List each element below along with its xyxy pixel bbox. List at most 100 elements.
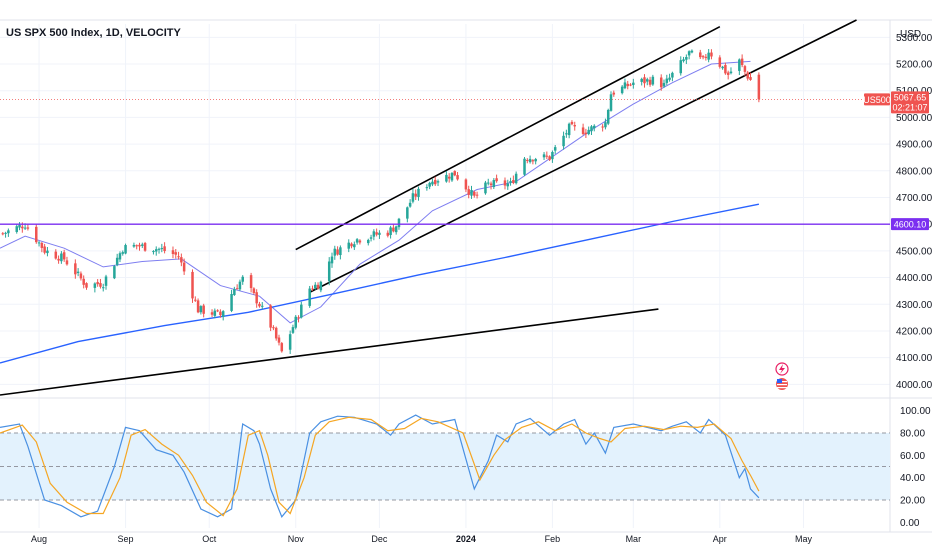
candle-down[interactable]	[456, 172, 459, 181]
candle-down[interactable]	[648, 76, 652, 87]
candle-up[interactable]	[450, 172, 454, 182]
candle-up[interactable]	[425, 184, 429, 191]
candle-down[interactable]	[548, 155, 551, 162]
candle-down[interactable]	[743, 64, 747, 76]
candle-up[interactable]	[738, 58, 741, 76]
candle-up[interactable]	[431, 178, 434, 187]
time-axis-label[interactable]: Dec	[371, 534, 388, 544]
candle-up[interactable]	[486, 178, 490, 186]
candle-down[interactable]	[336, 246, 339, 256]
candle-up[interactable]	[37, 241, 41, 247]
candle-down[interactable]	[65, 256, 69, 266]
trendline[interactable]	[295, 25, 721, 251]
trendline[interactable]	[309, 19, 857, 293]
candle-up[interactable]	[213, 308, 217, 319]
candle-down[interactable]	[54, 249, 58, 260]
candle-down[interactable]	[74, 259, 77, 279]
candle-up[interactable]	[241, 275, 244, 285]
candle-down[interactable]	[699, 49, 702, 60]
candle-up[interactable]	[233, 286, 236, 296]
candle-down[interactable]	[453, 170, 457, 177]
candle-down[interactable]	[171, 246, 175, 259]
candle-down[interactable]	[414, 189, 417, 201]
candle-up[interactable]	[101, 283, 105, 292]
candle-up[interactable]	[15, 223, 18, 234]
candle-down[interactable]	[163, 242, 166, 254]
candle-up[interactable]	[124, 243, 127, 255]
candle-down[interactable]	[235, 284, 239, 290]
candle-down[interactable]	[746, 70, 749, 81]
candle-up[interactable]	[367, 238, 370, 246]
candle-up[interactable]	[291, 324, 295, 334]
currency-label[interactable]: USD	[900, 29, 921, 40]
candle-up[interactable]	[308, 285, 311, 308]
candle-down[interactable]	[570, 120, 574, 126]
candle-up[interactable]	[690, 49, 694, 54]
candle-down[interactable]	[316, 282, 320, 290]
candle-down[interactable]	[573, 121, 576, 131]
candle-up[interactable]	[411, 188, 415, 204]
time-axis-label[interactable]: Feb	[545, 534, 561, 544]
candle-up[interactable]	[288, 330, 292, 354]
candle-down[interactable]	[216, 309, 219, 313]
time-axis-label[interactable]: Sep	[118, 534, 134, 544]
time-axis-label[interactable]: May	[795, 534, 813, 544]
candle-down[interactable]	[274, 326, 278, 341]
candle-down[interactable]	[704, 54, 708, 61]
candle-up[interactable]	[7, 228, 10, 237]
candle-up[interactable]	[707, 49, 710, 63]
candle-down[interactable]	[196, 298, 200, 314]
candle-up[interactable]	[551, 150, 554, 163]
candle-up[interactable]	[4, 231, 7, 238]
candle-down[interactable]	[350, 242, 353, 249]
candle-up[interactable]	[60, 251, 63, 264]
candle-down[interactable]	[26, 224, 30, 231]
candle-up[interactable]	[542, 152, 546, 160]
candle-down[interactable]	[138, 242, 141, 251]
time-axis-label[interactable]: Nov	[288, 534, 305, 544]
candle-down[interactable]	[724, 62, 727, 75]
candle-down[interactable]	[35, 224, 38, 244]
candle-up[interactable]	[565, 129, 568, 138]
candle-down[interactable]	[269, 304, 272, 332]
candle-down[interactable]	[526, 158, 529, 164]
candle-up[interactable]	[682, 56, 685, 63]
candle-down[interactable]	[475, 191, 479, 199]
candle-up[interactable]	[408, 199, 412, 208]
candle-down[interactable]	[433, 176, 437, 186]
candle-up[interactable]	[46, 246, 49, 257]
time-axis-label[interactable]: Oct	[202, 534, 217, 544]
candle-up[interactable]	[294, 315, 297, 330]
candle-down[interactable]	[375, 228, 378, 237]
candle-up[interactable]	[152, 250, 155, 255]
candle-down[interactable]	[255, 289, 258, 308]
candle-down[interactable]	[174, 249, 178, 259]
candle-down[interactable]	[191, 269, 194, 303]
candle-down[interactable]	[467, 185, 470, 199]
candle-up[interactable]	[470, 185, 473, 199]
candle-down[interactable]	[252, 287, 256, 295]
candle-up[interactable]	[685, 54, 688, 65]
candle-up[interactable]	[620, 85, 624, 95]
candle-down[interactable]	[626, 80, 629, 90]
candle-up[interactable]	[314, 282, 317, 290]
candle-down[interactable]	[659, 74, 663, 91]
candle-down[interactable]	[392, 223, 395, 233]
level-layer[interactable]	[0, 98, 890, 225]
candle-down[interactable]	[757, 72, 761, 103]
candle-up[interactable]	[369, 234, 373, 242]
candle-down[interactable]	[710, 49, 713, 60]
candle-down[interactable]	[489, 181, 493, 190]
candle-down[interactable]	[202, 303, 205, 318]
candle-down[interactable]	[249, 272, 253, 293]
candle-down[interactable]	[272, 325, 275, 331]
candle-down[interactable]	[718, 55, 722, 69]
candle-up[interactable]	[238, 279, 242, 291]
candle-up[interactable]	[104, 274, 108, 290]
candle-down[interactable]	[601, 124, 604, 132]
candle-down[interactable]	[280, 341, 284, 353]
candle-up[interactable]	[587, 126, 590, 136]
candle-up[interactable]	[687, 50, 691, 60]
candle-down[interactable]	[386, 230, 390, 238]
candle-down[interactable]	[135, 244, 138, 250]
